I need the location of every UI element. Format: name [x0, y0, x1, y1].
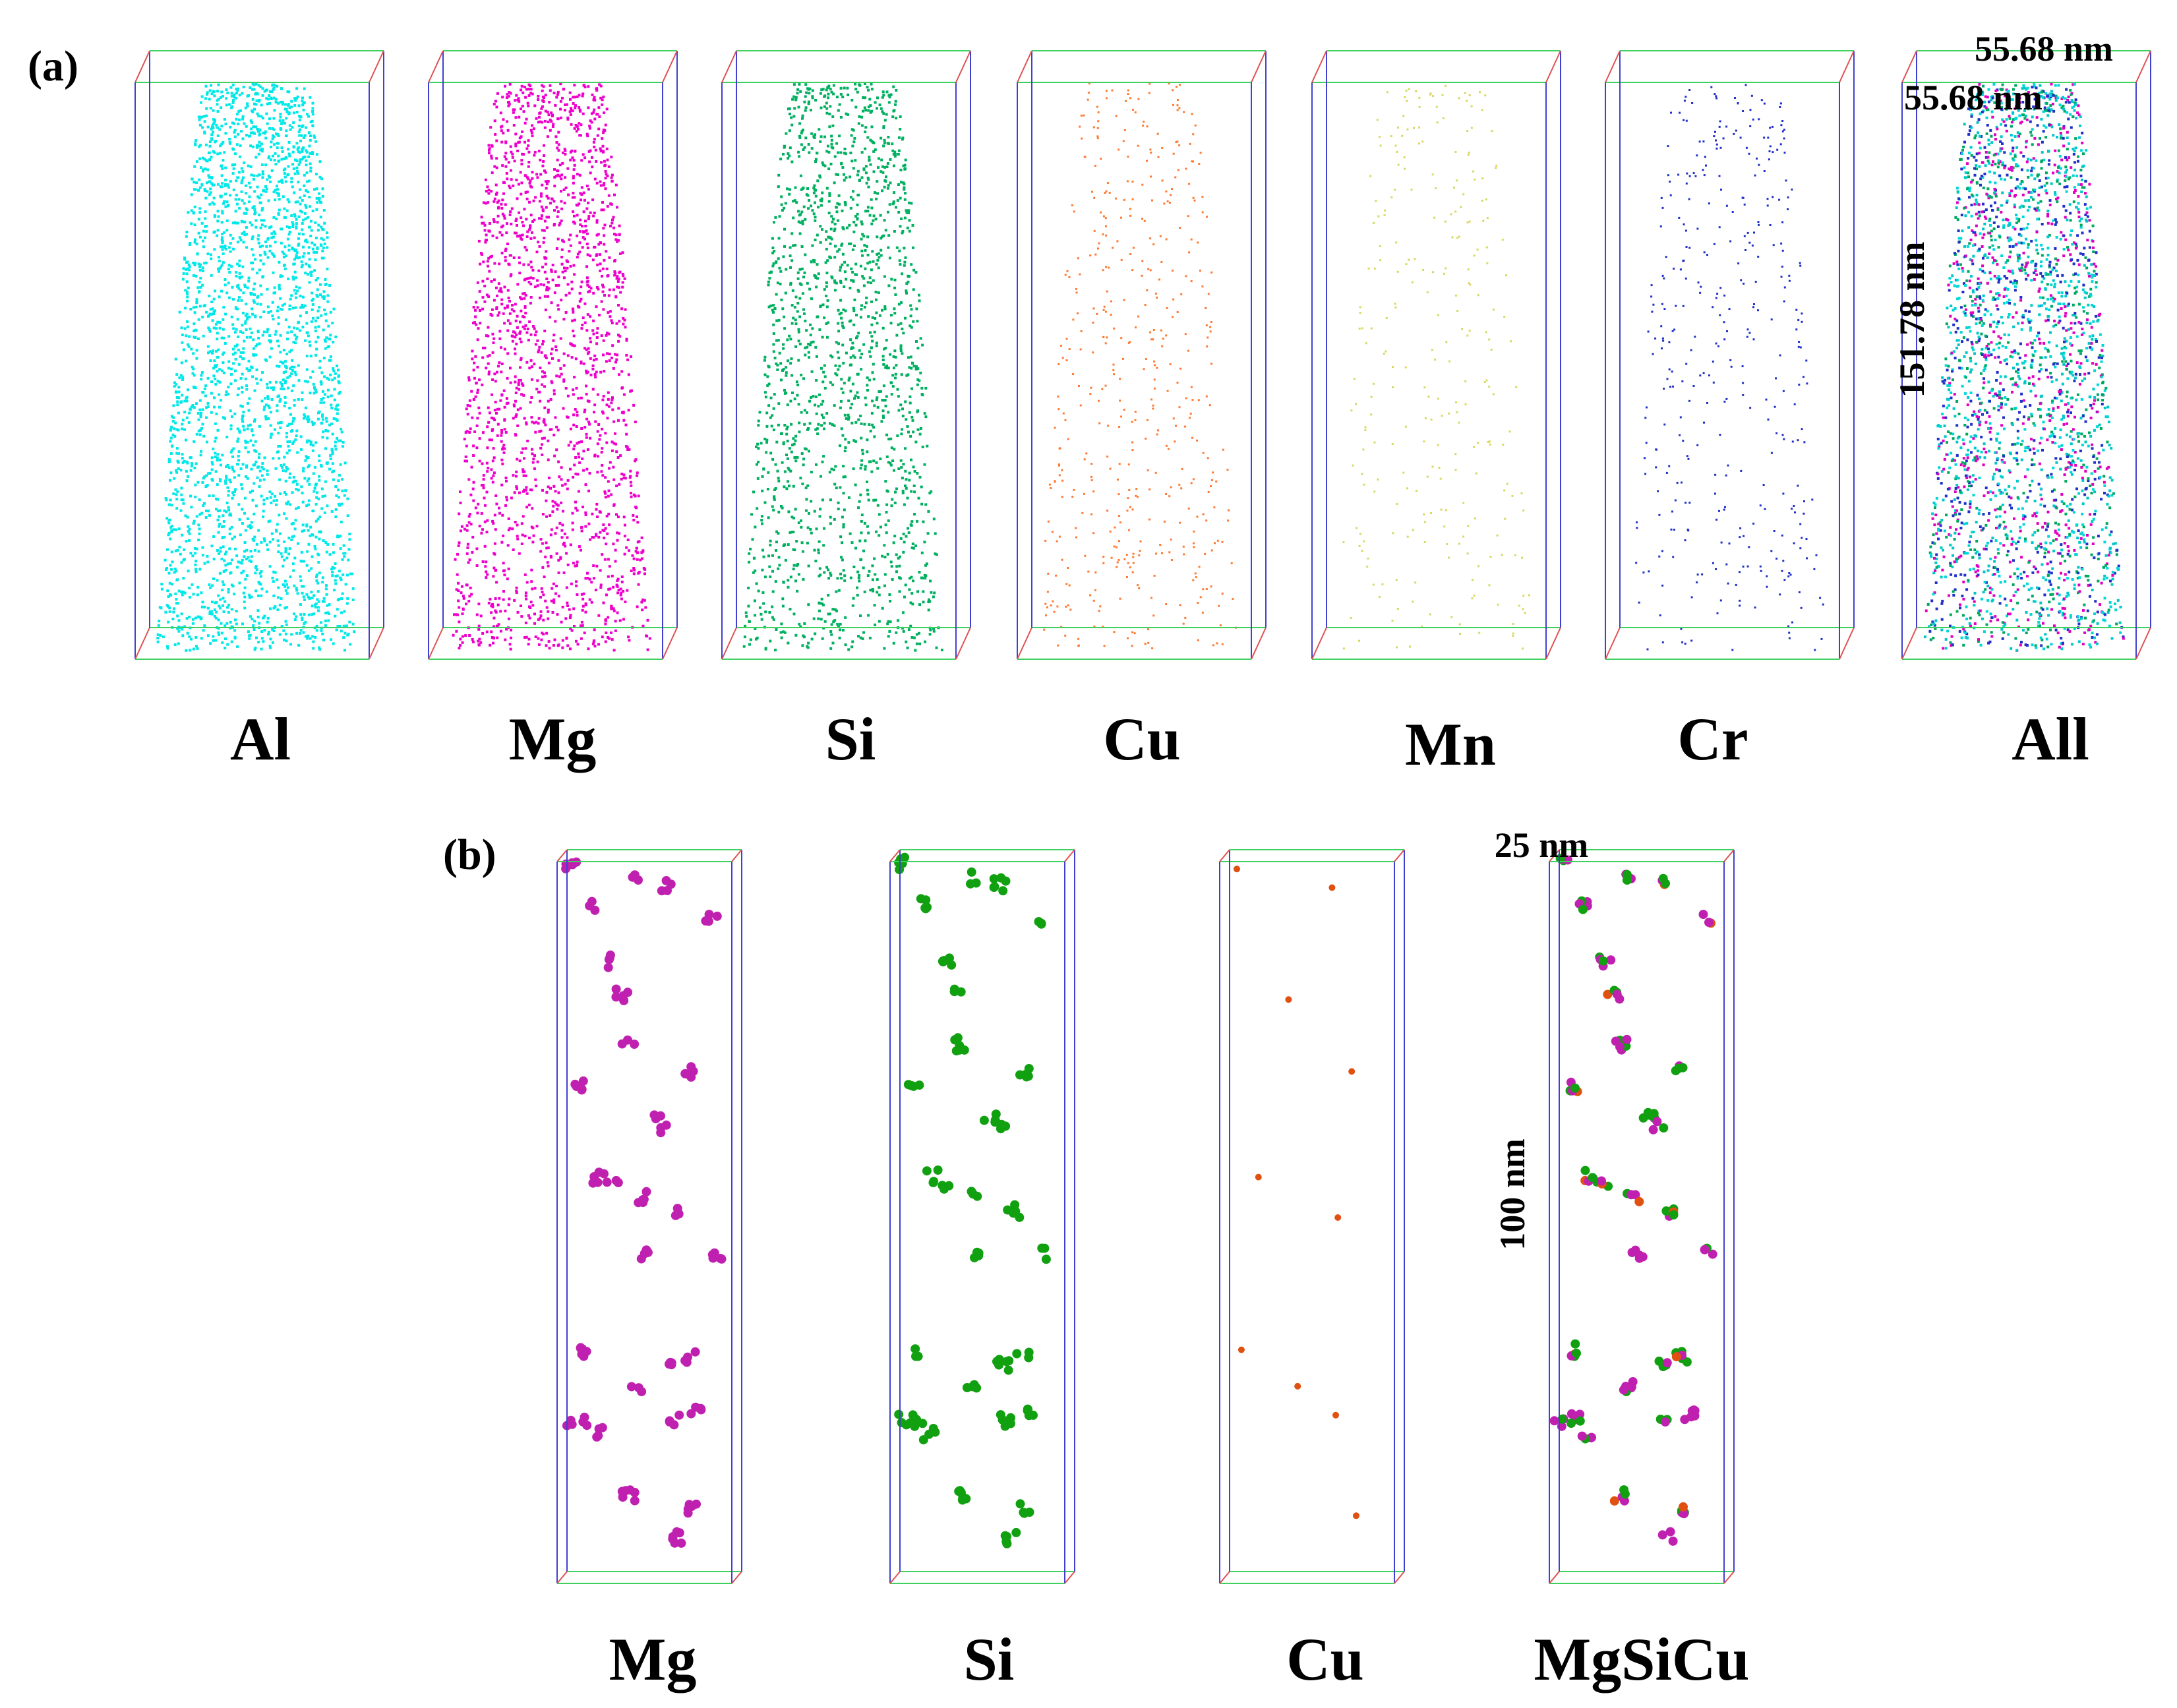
height-label-b: 100 nm [1493, 1138, 1532, 1251]
cluster-points-si [894, 852, 1051, 1548]
cluster-map-mgsicu [1549, 854, 1717, 1546]
element-label-cr: Cr [1677, 705, 1748, 773]
cluster-label-mg: Mg [609, 1626, 697, 1693]
cluster-points-mg [561, 857, 727, 1548]
cluster-map-mg [561, 857, 727, 1548]
map-all [1923, 82, 2125, 652]
map-cr [1635, 84, 1824, 651]
element-label-si: Si [825, 705, 876, 773]
panel-b: (b) Mg Si Cu MgSiCu 25 nm 100 nm [443, 825, 1750, 1693]
width-label-b: 25 nm [1495, 825, 1589, 865]
panel-b-label: (b) [443, 831, 496, 879]
map-si [742, 82, 943, 652]
bounding-boxes-b [556, 849, 1735, 1584]
element-label-mg: Mg [509, 705, 597, 773]
element-label-cu: Cu [1103, 705, 1181, 773]
width-label-top: 55.68 nm [1975, 29, 2113, 69]
element-label-al: Al [230, 705, 291, 773]
cluster-points-mgsicu [1549, 854, 1717, 1546]
map-cu [1043, 82, 1237, 649]
width-label-side: 55.68 nm [1904, 78, 2043, 117]
cluster-map-si [894, 852, 1051, 1548]
atom-cloud-mn [1342, 84, 1530, 650]
cluster-label-mgsicu: MgSiCu [1534, 1626, 1749, 1693]
height-label-a: 151.78 nm [1892, 241, 1932, 398]
cluster-map-cu [1234, 866, 1359, 1519]
panel-a-label: (a) [28, 42, 78, 90]
cluster-label-cu: Cu [1286, 1626, 1364, 1693]
map-mg [452, 82, 651, 652]
panel-a: (a) Al Mg Si Cu Mn Cr All 55.68 nm 55.68… [28, 29, 2151, 778]
bounding-boxes-a [134, 50, 2151, 660]
atom-cloud-si [742, 82, 943, 652]
atom-cloud-cr [1635, 84, 1824, 651]
cluster-points-cu [1234, 866, 1359, 1519]
atom-cloud-all [1923, 82, 2125, 652]
element-label-all: All [2012, 705, 2089, 773]
map-mn [1342, 84, 1530, 650]
cluster-label-si: Si [964, 1626, 1015, 1693]
atom-cloud-cu [1043, 82, 1237, 649]
element-label-mn: Mn [1405, 711, 1496, 778]
atom-cloud-al [156, 82, 356, 652]
map-al [156, 82, 356, 652]
atom-cloud-mg [452, 82, 651, 652]
